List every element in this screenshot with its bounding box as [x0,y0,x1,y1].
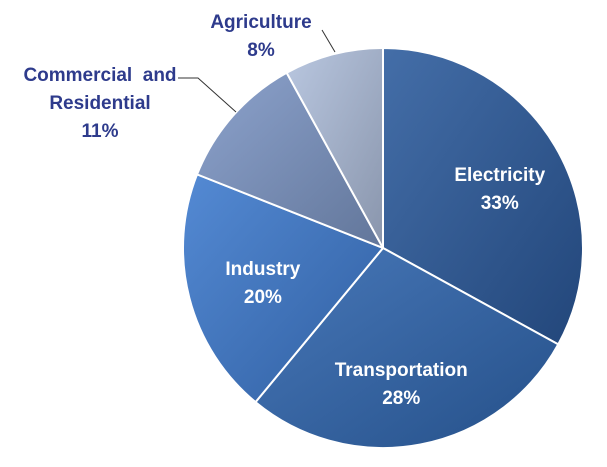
pie-slice-agriculture [285,46,384,249]
slice-value-commercial-and-residential: 11% [82,121,119,142]
pie-slices [182,46,584,449]
slice-label-agriculture: Agriculture [210,12,311,33]
slice-label-commercial-and-residential-line-1: Commercial and [23,65,176,86]
slice-labels: Electricity 33% Transportation 28% Industry 2… [23,12,545,409]
slice-value-agriculture: 8% [247,40,275,61]
slice-label-industry: Industry [225,259,300,280]
slice-label-commercial-and-residential-line-2: Residential [49,93,150,114]
pie-slice-industry [182,173,385,404]
leader-lines [178,29,336,113]
slice-value-industry: 20% [244,287,282,308]
slice-value-transportation: 28% [382,388,420,409]
slice-label-transportation: Transportation [335,360,468,381]
slice-label-electricity: Electricity [454,165,545,186]
leader-line-agriculture [321,29,336,53]
pie-slice-transportation [254,246,560,449]
slice-value-electricity: 33% [481,193,519,214]
leader-line-commercial-and-residential [178,77,237,113]
pie-slice-commercial-and-residential [195,71,386,250]
pie-slice-electricity [382,46,584,346]
